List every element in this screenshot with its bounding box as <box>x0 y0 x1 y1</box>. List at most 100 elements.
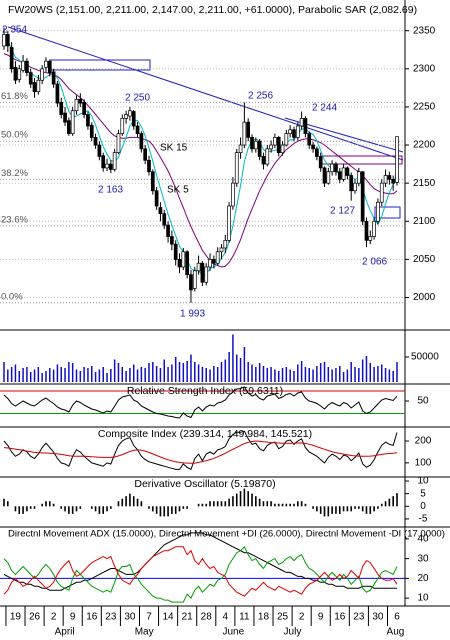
volume-bar <box>14 364 17 382</box>
oscillator-bar <box>396 493 398 507</box>
oscillator-bar <box>201 503 204 507</box>
y-tick-label: 5 <box>420 488 426 499</box>
volume-bar <box>216 367 219 382</box>
candle-body <box>173 243 178 260</box>
candle-body <box>307 133 312 146</box>
x-tick-label: 7 <box>146 612 152 623</box>
oscillator-bar <box>243 488 246 507</box>
volume-bar <box>377 366 379 382</box>
candle-body <box>59 101 64 115</box>
oscillator-bar <box>7 501 9 507</box>
volume-bar <box>41 373 43 382</box>
x-tick-label: 4 <box>223 612 229 623</box>
oscillator-bar <box>167 506 169 517</box>
volume-bar <box>197 364 200 382</box>
fib-label: 38.2% <box>1 168 28 179</box>
oscillator-bar <box>117 501 120 507</box>
volume-bar <box>224 359 227 382</box>
y-tick-label: 2100 <box>413 216 436 227</box>
oscillator-bar <box>358 506 360 509</box>
candle-body <box>47 60 52 73</box>
fib-label: 61.8% <box>1 91 28 102</box>
candle-body <box>204 266 209 283</box>
candle-body <box>63 112 67 123</box>
x-tick-label: 2 <box>299 612 305 623</box>
price-annotation: 2 244 <box>312 103 337 114</box>
volume-bar <box>75 369 78 382</box>
oscillator-bar <box>316 506 318 512</box>
candle-body <box>318 156 323 169</box>
volume-bar <box>346 369 349 382</box>
y-tick-label: -5 <box>419 514 428 525</box>
oscillator-bar <box>342 506 345 512</box>
volume-bar <box>258 363 261 382</box>
y-tick-label: 10 <box>417 476 429 487</box>
oscillator-bar <box>205 503 208 507</box>
price-annotation: 2 256 <box>248 91 273 102</box>
volume-bar <box>297 364 299 382</box>
candle-body <box>387 175 392 180</box>
oscillator-bar <box>68 506 70 514</box>
oscillator-bar <box>98 506 101 514</box>
volume-bar <box>33 369 36 382</box>
candle-body <box>227 205 231 241</box>
candle-body <box>372 220 376 237</box>
series-label: SK 15 <box>160 143 188 154</box>
candle-body <box>356 171 361 184</box>
volume-bar <box>251 364 253 382</box>
candle-body <box>337 171 342 180</box>
volume-bar <box>18 371 21 382</box>
oscillator-bar <box>125 496 127 507</box>
candle-body <box>185 251 189 275</box>
y-tick-label: 2350 <box>413 25 436 36</box>
oscillator-bar <box>232 496 234 507</box>
candle-body <box>208 259 212 268</box>
y-tick-label: 200 <box>415 436 432 447</box>
y-tick-label: 100 <box>415 458 432 469</box>
oscillator-bar <box>289 503 291 507</box>
volume-bar <box>228 352 230 382</box>
candle-body <box>112 152 117 170</box>
candle-body <box>2 34 6 47</box>
y-tick-label: 10 <box>417 593 429 604</box>
volume-bar <box>49 368 51 382</box>
volume-bar <box>285 367 288 382</box>
oscillator-bar <box>213 501 215 507</box>
volume-bar <box>178 362 181 382</box>
volume-bar <box>266 368 269 382</box>
candle-body <box>341 167 346 180</box>
oscillator-bar <box>216 501 219 507</box>
candle-body <box>135 125 140 134</box>
x-tick-label: 19 <box>10 612 22 623</box>
candle-body <box>326 171 331 184</box>
volume-bar <box>136 369 139 382</box>
oscillator-bar <box>90 506 93 509</box>
y-tick-label: 2200 <box>413 140 436 151</box>
candle-body <box>219 247 224 253</box>
candle-body <box>379 182 384 203</box>
volume-bar <box>270 367 272 382</box>
volume-bar <box>342 372 345 382</box>
oscillator-bar <box>41 503 43 507</box>
volume-bar <box>163 359 166 382</box>
volume-bar <box>235 354 238 382</box>
oscillator-bar <box>266 501 269 507</box>
candle-body <box>120 118 125 134</box>
volume-bar <box>213 366 215 382</box>
candle-body <box>55 83 60 104</box>
oscillator-bar <box>3 498 5 507</box>
candle-body <box>17 68 22 80</box>
oscillator-bar <box>18 506 21 514</box>
volume-bar <box>102 367 104 382</box>
oscillator-bar <box>163 506 166 517</box>
candle-body <box>391 178 396 184</box>
volume-bar <box>171 364 173 382</box>
oscillator-bar <box>270 501 272 507</box>
volume-bar <box>293 371 295 382</box>
candle-body <box>273 137 277 146</box>
candle-body <box>303 118 308 134</box>
candle-body <box>311 144 315 150</box>
candle-body <box>383 175 388 184</box>
oscillator-bar <box>388 498 391 507</box>
y-tick-label: 40 <box>417 534 429 545</box>
